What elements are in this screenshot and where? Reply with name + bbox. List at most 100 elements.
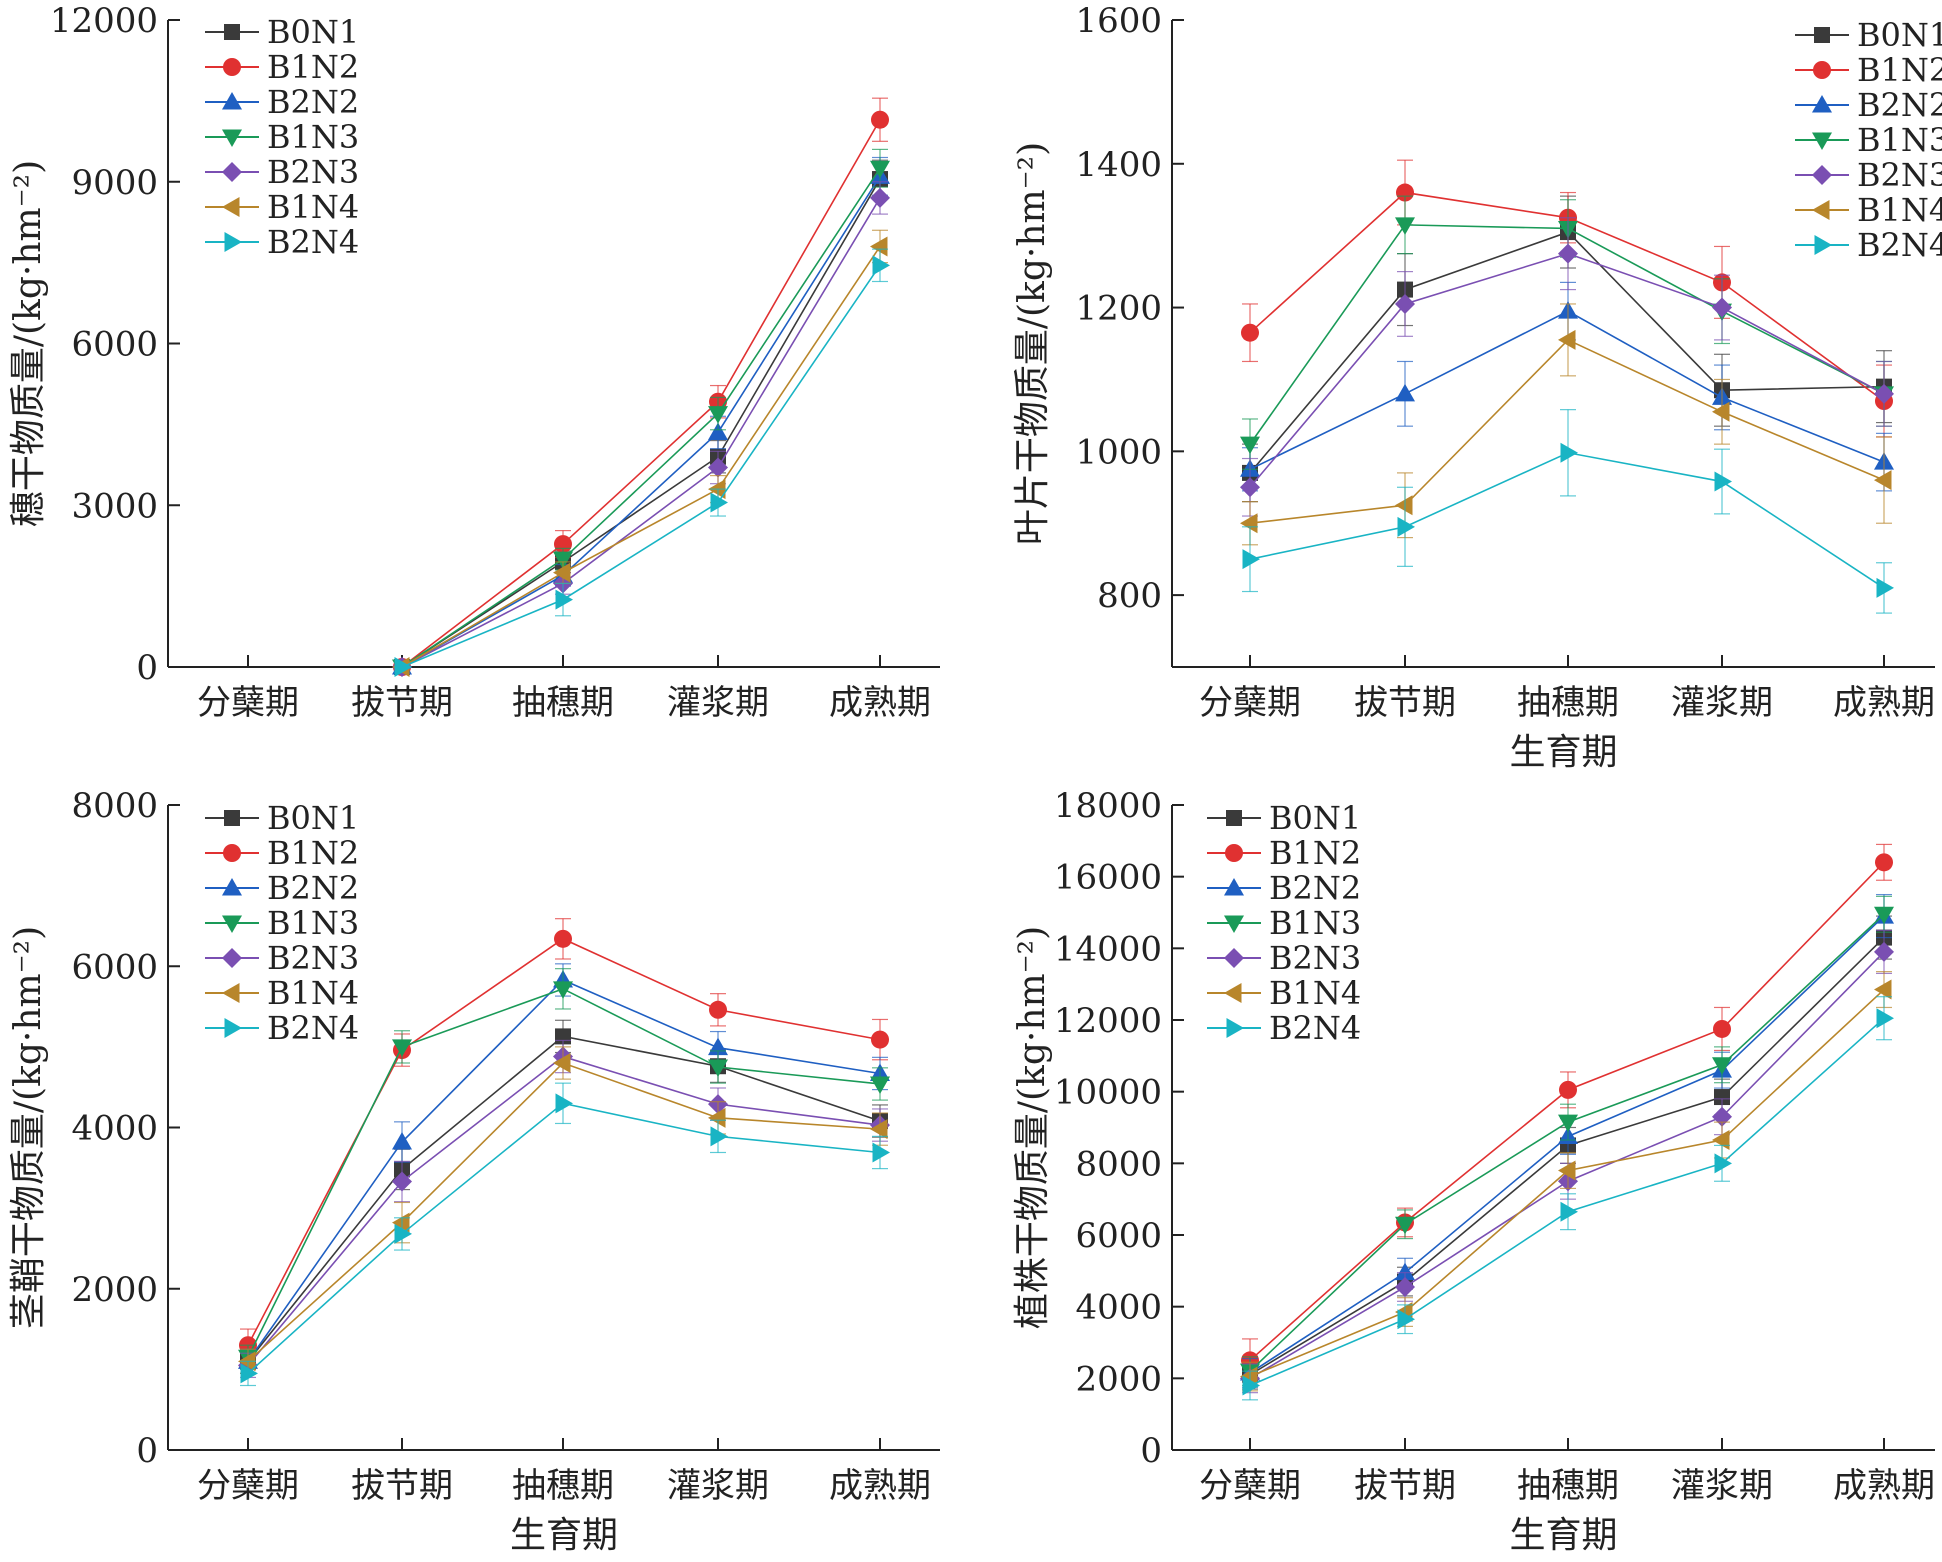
data-point	[871, 1030, 889, 1049]
x-tick-label: 抽穗期	[512, 683, 614, 723]
legend-label: B2N3	[267, 939, 359, 977]
series-line	[247, 1102, 881, 1374]
legend-marker	[1812, 165, 1832, 185]
series-line	[1249, 1017, 1885, 1387]
series-B2N2	[392, 156, 890, 675]
data-point	[1242, 549, 1260, 570]
legend-marker	[1813, 61, 1831, 79]
data-point	[710, 1126, 728, 1147]
legend-marker	[1224, 878, 1244, 896]
y-tick-label: 6000	[71, 325, 158, 365]
legend-label: B2N4	[267, 223, 359, 261]
legend-marker	[222, 878, 242, 896]
y-tick-label: 6000	[1075, 1216, 1162, 1256]
data-point	[1395, 383, 1415, 402]
legend-label: B0N1	[1857, 16, 1942, 54]
x-tick-label: 抽穗期	[1517, 683, 1619, 723]
x-tick-label: 分蘖期	[1199, 683, 1301, 723]
data-point	[392, 1171, 412, 1192]
x-tick-label: 灌浆期	[1671, 1466, 1773, 1506]
series-B2N4	[1242, 409, 1894, 614]
data-point	[708, 422, 728, 440]
legend-label: B0N1	[1269, 799, 1361, 837]
data-point	[1875, 853, 1893, 872]
data-point	[708, 1059, 728, 1078]
legend-label: B1N2	[1269, 834, 1361, 872]
data-point	[392, 1132, 412, 1150]
data-point	[554, 929, 572, 948]
data-point	[1876, 577, 1894, 598]
legend-label: B1N4	[1269, 974, 1361, 1012]
legend-marker	[222, 948, 242, 968]
legend-label: B1N3	[267, 904, 359, 942]
legend-marker	[1812, 200, 1830, 220]
data-point	[870, 187, 890, 208]
y-tick-label: 12000	[50, 1, 158, 41]
legend-marker	[1224, 983, 1242, 1003]
x-tick-label: 灌浆期	[667, 683, 769, 723]
legend-label: B1N3	[1857, 121, 1942, 159]
x-tick-label: 拔节期	[1354, 1466, 1456, 1506]
data-point	[1558, 1160, 1576, 1181]
legend-marker	[222, 162, 242, 182]
legend-marker	[1224, 948, 1244, 968]
series-line	[401, 178, 881, 668]
series-B0N1	[394, 159, 888, 675]
series-line	[401, 197, 881, 668]
legend-label: B2N2	[1857, 86, 1942, 124]
data-point	[1395, 293, 1415, 314]
legend-label: B2N3	[267, 153, 359, 191]
legend-label: B2N2	[1269, 869, 1361, 907]
legend-marker	[1814, 27, 1830, 43]
legend-label: B2N3	[1269, 939, 1361, 977]
series-B2N4	[240, 1082, 890, 1387]
y-tick-label: 2000	[71, 1270, 158, 1310]
chart-panel-1: 0 3000 6000 9000 12000 分蘖期 拔节期 抽穗期 灌浆期 成熟期 穗干物质量/(…	[8, 1, 940, 723]
x-tick-label: 拔节期	[1354, 683, 1456, 723]
y-tick-label: 8000	[71, 786, 158, 826]
legend-marker	[224, 24, 240, 40]
data-point	[1558, 243, 1578, 264]
data-point	[710, 492, 728, 513]
series-B2N4	[1242, 996, 1894, 1401]
legend-marker	[222, 197, 240, 217]
y-tick-label: 9000	[71, 163, 158, 203]
data-point	[1874, 906, 1894, 925]
y-tick-label: 4000	[1075, 1288, 1162, 1328]
data-point	[871, 110, 889, 129]
data-point	[870, 160, 890, 179]
data-point	[1397, 516, 1415, 537]
data-point	[1241, 323, 1259, 342]
legend-label: B0N1	[267, 799, 359, 837]
data-point	[870, 1076, 890, 1094]
x-tick-label: 成熟期	[829, 1466, 931, 1506]
data-point	[1712, 401, 1730, 422]
data-point	[1874, 383, 1894, 404]
data-point	[553, 562, 571, 583]
x-tick-label: 灌浆期	[667, 1466, 769, 1506]
legend-label: B2N4	[1857, 226, 1942, 264]
series-line	[1249, 451, 1885, 589]
x-tick-label: 成熟期	[829, 683, 931, 723]
data-point	[1395, 1262, 1415, 1281]
series-B1N4	[1240, 303, 1892, 546]
series-B2N4	[394, 248, 890, 677]
y-tick-label: 1000	[1075, 432, 1162, 472]
legend-marker	[1812, 95, 1832, 113]
data-point	[1714, 1089, 1730, 1106]
data-point	[708, 457, 728, 478]
legend-label: B2N2	[267, 869, 359, 907]
y-tick-label: 800	[1097, 576, 1162, 616]
data-point	[555, 1093, 573, 1114]
data-point	[1558, 1114, 1578, 1133]
legend-marker	[222, 915, 242, 933]
y-tick-label: 4000	[71, 1109, 158, 1149]
series-line	[401, 167, 881, 668]
series-B1N4	[392, 229, 888, 677]
data-point	[708, 406, 728, 424]
legend-label: B1N4	[267, 188, 359, 226]
x-tick-label: 成熟期	[1833, 1466, 1935, 1506]
data-point	[1240, 477, 1260, 498]
data-point	[1240, 513, 1258, 534]
